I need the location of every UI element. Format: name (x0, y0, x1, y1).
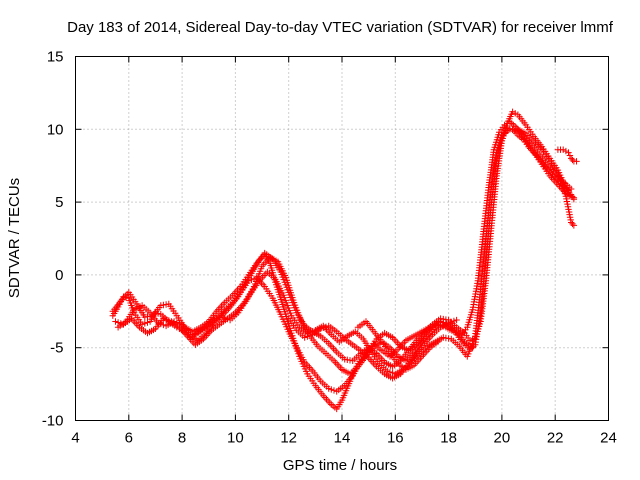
data-point (469, 336, 476, 343)
x-tick-label: 14 (334, 430, 351, 447)
data-point (466, 337, 474, 344)
y-tick-label: -5 (50, 340, 63, 357)
x-tick-label: 6 (125, 430, 133, 447)
data-point (569, 220, 576, 228)
series-track-7 (354, 318, 442, 373)
data-point (141, 320, 148, 327)
data-point (565, 149, 572, 156)
series-track-6 (285, 315, 460, 382)
data-point (328, 386, 335, 393)
y-tick-label: 5 (55, 194, 63, 211)
data-point (334, 361, 341, 368)
data-point (221, 314, 228, 322)
x-axis-label: GPS time / hours (283, 457, 397, 474)
data-point (170, 318, 178, 325)
data-point (160, 315, 167, 322)
data-point (568, 155, 575, 162)
x-tick-label: 20 (494, 430, 511, 447)
data-point (560, 146, 567, 153)
y-tick-label: -10 (42, 413, 64, 430)
data-point (453, 316, 460, 324)
x-tick-label: 10 (227, 430, 244, 447)
series-track-8 (514, 126, 578, 229)
series-track-5 (189, 274, 476, 395)
x-tick-label: 18 (440, 430, 457, 447)
data-point (450, 317, 458, 325)
data-point (301, 334, 308, 341)
x-tick-label: 24 (600, 430, 617, 447)
data-point (245, 277, 252, 284)
data-point (570, 222, 578, 229)
x-tick-label: 12 (280, 430, 297, 447)
data-point (392, 337, 399, 345)
data-point (512, 110, 519, 117)
data-point (570, 195, 578, 203)
y-tick-label: 15 (47, 49, 64, 66)
data-point (566, 152, 574, 159)
data-point (573, 158, 580, 165)
series-track-9 (554, 146, 580, 165)
data-point (259, 281, 267, 288)
data-point (445, 319, 452, 327)
y-tick-label: 0 (55, 267, 63, 284)
data-point (469, 344, 476, 351)
x-tick-label: 4 (71, 430, 79, 447)
y-axis-label: SDTVAR / TECUs (6, 178, 23, 298)
x-tick-label: 22 (547, 430, 564, 447)
data-point (306, 332, 314, 339)
data-point (566, 214, 574, 221)
data-point (384, 367, 391, 375)
tick-layer: 4 6 8 10 12 14 16 18 20 22 24 -10 -5 0 5 10 15 (42, 49, 617, 447)
data-point (224, 315, 231, 323)
data-point (434, 338, 442, 346)
data-point (437, 318, 444, 325)
data-point (162, 316, 170, 323)
x-tick-label: 8 (178, 430, 186, 447)
data-point (320, 324, 327, 331)
data-point (154, 319, 162, 327)
data-point (248, 276, 255, 283)
data-point (306, 364, 313, 371)
data-point (568, 219, 575, 226)
data-point (569, 156, 576, 164)
y-tick-label: 10 (47, 121, 64, 138)
data-layer (109, 108, 580, 413)
chart-title: Day 183 of 2014, Sidereal Day-to-day VTE… (67, 19, 614, 36)
x-tick-label: 16 (387, 430, 404, 447)
